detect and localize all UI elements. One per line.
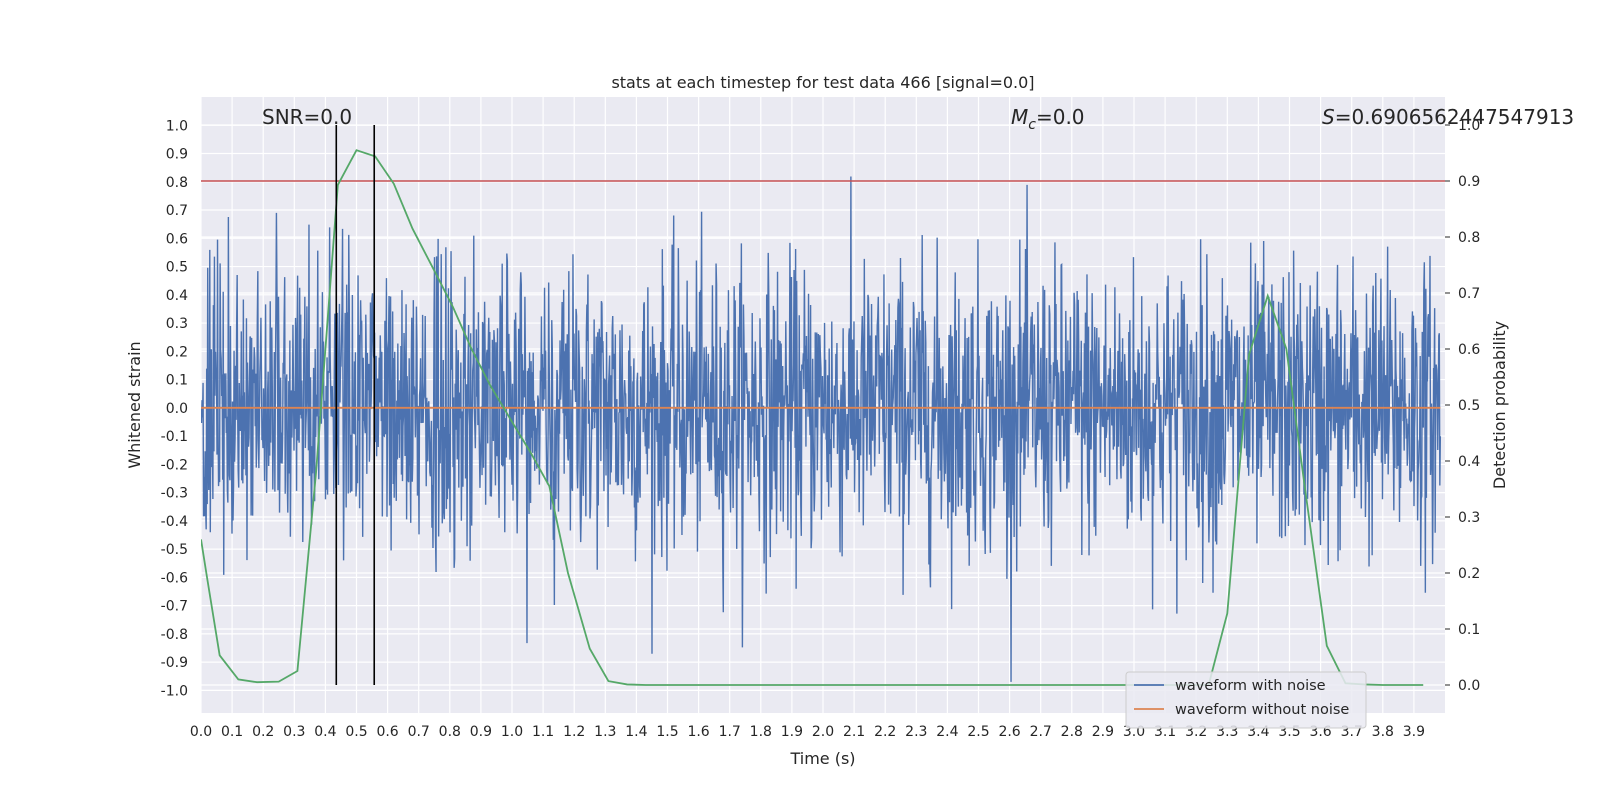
y-tick-label: 0.2 xyxy=(166,344,188,360)
y2-tick-label: 0.9 xyxy=(1458,174,1480,190)
series-waveform-with-noise xyxy=(201,176,1442,682)
x-tick-label: 3.8 xyxy=(1372,724,1394,740)
x-tick-label: 0.8 xyxy=(439,724,461,740)
y2-tick-label: 1.0 xyxy=(1458,118,1480,134)
x-tick-label: 1.5 xyxy=(656,724,678,740)
x-tick-label: 2.0 xyxy=(812,724,834,740)
y-tick-label: -0.5 xyxy=(161,542,188,558)
y-tick-label: 0.7 xyxy=(166,203,188,219)
y2-tick-label: 0.5 xyxy=(1458,398,1480,414)
chirp-mass-value: =0.0 xyxy=(1036,105,1085,129)
chart-title: stats at each timestep for test data 466… xyxy=(611,73,1034,92)
y-tick-label: -0.4 xyxy=(161,514,188,530)
y-tick-label: -0.1 xyxy=(161,429,188,445)
x-tick-label: 1.1 xyxy=(532,724,554,740)
chirp-mass-subscript: c xyxy=(1028,117,1036,133)
grid-lines xyxy=(200,97,1445,713)
y-tick-label: -0.8 xyxy=(161,627,188,643)
x-tick-label: 1.2 xyxy=(563,724,585,740)
snr-annotation: SNR=0.0 xyxy=(262,105,352,129)
y-tick-label: -0.2 xyxy=(161,457,188,473)
x-tick-label: 0.3 xyxy=(283,724,305,740)
y-tick-label: -1.0 xyxy=(161,683,188,699)
plot-content xyxy=(201,125,1445,686)
chirp-mass-symbol: M xyxy=(1011,105,1028,129)
y-tick-label: 0.1 xyxy=(166,373,188,389)
x-tick-label: 0.6 xyxy=(376,724,398,740)
y-tick-label: -0.3 xyxy=(161,486,188,502)
y-tick-label: -0.9 xyxy=(161,655,188,671)
x-tick-label: 0.2 xyxy=(252,724,274,740)
legend-box xyxy=(1125,671,1367,729)
x-tick-label: 2.7 xyxy=(1030,724,1052,740)
x-tick-label: 1.8 xyxy=(750,724,772,740)
x-tick-label: 1.7 xyxy=(719,724,741,740)
y2-tick-label: 0.8 xyxy=(1458,230,1480,246)
y-tick-label: 0.5 xyxy=(166,260,188,276)
x-tick-label: 2.6 xyxy=(998,724,1020,740)
y-tick-label: 0.9 xyxy=(166,147,188,163)
x-tick-label: 1.4 xyxy=(625,724,647,740)
x-tick-label: 3.9 xyxy=(1403,724,1425,740)
y-tick-label: -0.6 xyxy=(161,570,188,586)
x-tick-label: 0.9 xyxy=(470,724,492,740)
x-tick-label: 1.9 xyxy=(781,724,803,740)
y-tick-labels: 1.0 0.9 0.8 0.7 0.6 0.5 0.4 0.3 0.2 0.1 0.0 -0.1 -0.… xyxy=(161,118,188,699)
y2-tick-label: 0.3 xyxy=(1458,510,1480,526)
x-tick-label: 1.0 xyxy=(501,724,523,740)
y2-tick-label: 0.7 xyxy=(1458,286,1480,302)
y2-tick-label: 0.2 xyxy=(1458,566,1480,582)
y-tick-label: 0.6 xyxy=(166,231,188,247)
x-axis-label: Time (s) xyxy=(789,749,855,768)
y2-tick-label: 0.6 xyxy=(1458,342,1480,358)
x-tick-label: 2.8 xyxy=(1061,724,1083,740)
y-tick-label: 1.0 xyxy=(166,118,188,134)
x-tick-label: 0.0 xyxy=(190,724,212,740)
x-tick-label: 2.3 xyxy=(905,724,927,740)
y-tick-label: 0.8 xyxy=(166,175,188,191)
chirp-mass-annotation: Mc=0.0 xyxy=(1011,105,1085,133)
x-tick-label: 0.1 xyxy=(221,724,243,740)
x-tick-label: 2.1 xyxy=(843,724,865,740)
score-value: =0.6906562447547913 xyxy=(1335,105,1574,129)
y2-tick-label: 0.1 xyxy=(1458,622,1480,638)
legend: waveform with noise waveform without noi… xyxy=(1125,671,1367,729)
y-tick-label: 0.3 xyxy=(166,316,188,332)
x-tick-label: 2.4 xyxy=(936,724,958,740)
y-tick-label: 0.4 xyxy=(166,288,188,304)
legend-label-noise: waveform with noise xyxy=(1175,678,1326,694)
y2-tick-label: 0.4 xyxy=(1458,454,1480,470)
x-tick-label: 2.2 xyxy=(874,724,896,740)
x-tick-label: 1.3 xyxy=(594,724,616,740)
y-tick-label: 0.0 xyxy=(166,401,188,417)
x-tick-label: 0.7 xyxy=(408,724,430,740)
y2-tick-label: 0.0 xyxy=(1458,678,1480,694)
x-tick-label: 0.5 xyxy=(345,724,367,740)
y-axis-label: Whitened strain xyxy=(125,341,144,468)
x-tick-label: 2.9 xyxy=(1092,724,1114,740)
score-symbol: S xyxy=(1322,105,1335,129)
series-detection-probability xyxy=(201,149,1424,686)
x-tick-label: 0.4 xyxy=(314,724,336,740)
x-tick-label: 1.6 xyxy=(687,724,709,740)
y2-axis-label: Detection probability xyxy=(1490,321,1509,489)
x-tick-label: 2.5 xyxy=(967,724,989,740)
legend-label-clean: waveform without noise xyxy=(1175,702,1349,718)
y-tick-label: -0.7 xyxy=(161,599,188,615)
y2-tick-labels: 0.0 0.1 0.2 0.3 0.4 0.5 0.6 0.7 0.8 0.9 1.0 xyxy=(1445,118,1480,694)
score-annotation: S=0.6906562447547913 xyxy=(1322,105,1574,129)
